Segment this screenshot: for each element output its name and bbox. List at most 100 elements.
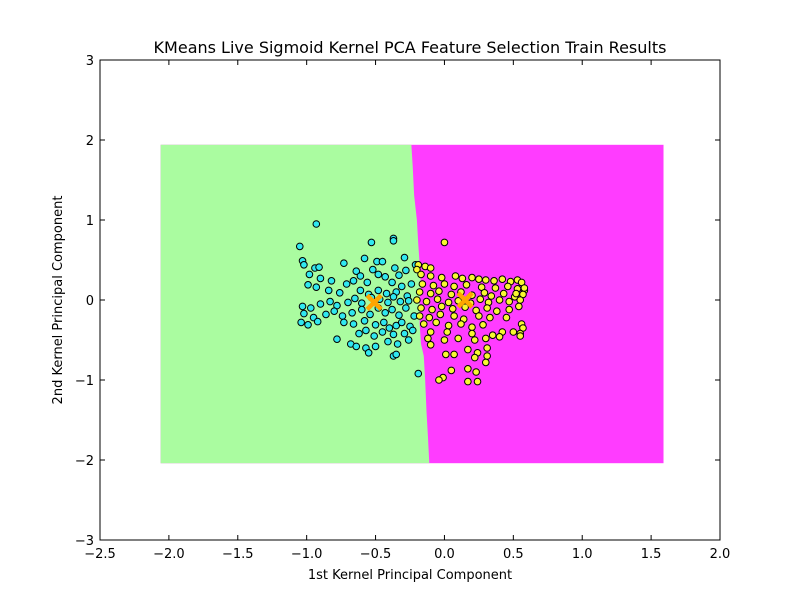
- data-point-cluster-2: [436, 310, 445, 319]
- data-point-cluster-1: [363, 278, 372, 287]
- y-tick-label: −3: [75, 534, 94, 549]
- data-point-cluster-2: [476, 295, 485, 304]
- data-point-cluster-2: [520, 284, 529, 292]
- data-point-cluster-2: [432, 318, 440, 327]
- data-point-cluster-1: [408, 326, 417, 335]
- y-tick-label: −2: [75, 454, 94, 469]
- data-point-cluster-1: [300, 309, 308, 318]
- data-point-cluster-1: [392, 321, 401, 330]
- data-point-cluster-1: [414, 369, 423, 378]
- data-point-cluster-2: [481, 334, 490, 343]
- data-point-cluster-1: [348, 309, 356, 317]
- data-point-cluster-2: [481, 358, 490, 367]
- data-point-cluster-2: [426, 264, 435, 272]
- data-point-cluster-2: [435, 287, 443, 296]
- data-point-cluster-2: [470, 353, 479, 362]
- data-point-cluster-1: [326, 297, 334, 306]
- x-tick-label: −2.0: [153, 547, 185, 562]
- data-point-cluster-2: [458, 274, 467, 283]
- data-point-cluster-1: [371, 342, 380, 351]
- data-point-cluster-1: [389, 237, 398, 245]
- data-point-cluster-1: [340, 318, 348, 327]
- data-point-cluster-2: [422, 297, 431, 306]
- data-point-cluster-2: [442, 350, 450, 359]
- data-point-cluster-2: [472, 368, 480, 376]
- data-point-cluster-2: [464, 377, 472, 386]
- data-point-cluster-2: [419, 320, 428, 328]
- x-axis-label: 1st Kernel Principal Component: [308, 568, 512, 583]
- data-point-cluster-1: [338, 312, 347, 320]
- data-point-cluster-1: [316, 300, 325, 308]
- data-point-cluster-2: [495, 333, 504, 341]
- data-point-cluster-1: [356, 286, 365, 295]
- data-point-cluster-1: [389, 330, 398, 339]
- data-point-cluster-2: [475, 275, 483, 284]
- data-point-cluster-1: [402, 266, 410, 275]
- plot-area: [160, 144, 664, 464]
- data-point-cluster-2: [505, 305, 514, 314]
- data-point-cluster-1: [384, 337, 392, 346]
- data-point-cluster-2: [498, 275, 507, 284]
- data-point-cluster-2: [444, 321, 453, 330]
- data-point-cluster-1: [360, 254, 369, 263]
- data-point-cluster-1: [351, 294, 359, 303]
- data-point-cluster-1: [357, 299, 366, 308]
- data-point-cluster-2: [447, 366, 456, 375]
- x-tick-label: 1.5: [641, 547, 662, 562]
- data-point-cluster-1: [297, 318, 305, 327]
- data-point-cluster-1: [388, 305, 396, 314]
- data-point-cluster-2: [516, 332, 525, 340]
- data-point-cluster-1: [393, 340, 402, 348]
- y-axis-label: 2nd Kernel Principal Component: [51, 196, 66, 405]
- data-point-cluster-1: [322, 310, 330, 319]
- data-point-cluster-2: [483, 304, 491, 312]
- data-point-cluster-1: [371, 321, 380, 329]
- data-point-cluster-1: [362, 326, 370, 335]
- data-point-cluster-2: [468, 323, 476, 332]
- data-point-cluster-1: [327, 277, 336, 285]
- data-point-cluster-1: [340, 259, 348, 268]
- data-point-cluster-2: [426, 289, 435, 298]
- data-point-cluster-2: [479, 321, 487, 329]
- data-point-cluster-1: [402, 304, 410, 312]
- data-point-cluster-2: [426, 272, 435, 280]
- data-point-cluster-1: [352, 267, 361, 276]
- data-point-cluster-2: [444, 298, 453, 307]
- data-point-cluster-2: [415, 312, 424, 320]
- data-point-cluster-2: [505, 297, 514, 306]
- data-point-cluster-2: [413, 296, 421, 304]
- data-point-cluster-1: [366, 310, 374, 319]
- data-point-cluster-2: [487, 292, 496, 300]
- data-point-cluster-2: [462, 281, 471, 289]
- data-point-cluster-2: [447, 290, 456, 299]
- data-point-cluster-1: [356, 272, 365, 280]
- data-point-cluster-1: [312, 283, 321, 292]
- data-point-cluster-1: [330, 307, 339, 316]
- data-point-cluster-2: [440, 238, 449, 247]
- data-point-cluster-2: [417, 304, 425, 312]
- data-point-cluster-1: [315, 263, 323, 272]
- data-point-cluster-2: [481, 276, 490, 284]
- data-point-cluster-1: [364, 349, 373, 357]
- data-point-cluster-1: [395, 311, 403, 320]
- data-point-cluster-2: [512, 289, 520, 298]
- centroid-marker-2: [456, 291, 474, 309]
- data-point-cluster-1: [313, 317, 322, 326]
- data-point-cluster-1: [307, 304, 315, 312]
- data-point-cluster-2: [440, 280, 449, 288]
- x-tick-label: −1.0: [291, 547, 323, 562]
- data-point-cluster-2: [473, 377, 482, 386]
- data-point-cluster-1: [378, 257, 387, 266]
- data-point-cluster-1: [342, 280, 351, 288]
- data-point-cluster-1: [304, 321, 312, 329]
- data-point-cluster-2: [424, 334, 432, 343]
- y-tick-label: 0: [86, 294, 94, 309]
- data-point-cluster-1: [378, 328, 387, 336]
- data-point-cluster-1: [404, 297, 413, 305]
- data-point-cluster-2: [415, 288, 424, 296]
- chart-title: KMeans Live Sigmoid Kernel PCA Feature S…: [154, 38, 667, 57]
- data-point-cluster-1: [400, 253, 409, 262]
- data-point-cluster-2: [464, 345, 472, 354]
- data-point-cluster-2: [450, 282, 458, 291]
- data-point-cluster-2: [426, 341, 435, 349]
